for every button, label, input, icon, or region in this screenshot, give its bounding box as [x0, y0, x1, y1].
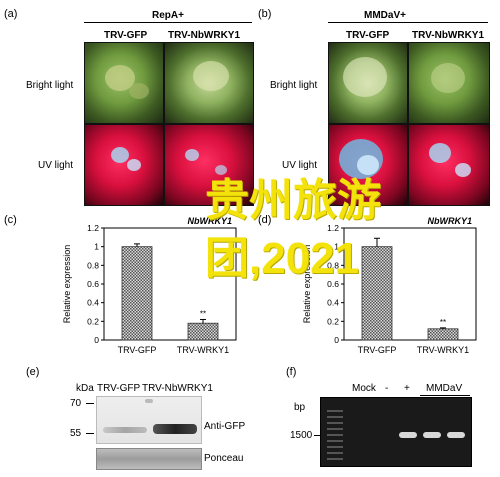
chart-c-title: NbWRKY1: [188, 216, 233, 226]
panel-e-ponceau-label: Ponceau: [204, 453, 244, 464]
chart-d-annot-1: **: [440, 318, 446, 327]
chart-c-ytick-label-2: 0.4: [87, 298, 99, 308]
chart-c-ytick-label-0: 0: [94, 335, 99, 345]
panel-f-mmdav: MMDaV: [426, 383, 463, 394]
marker-1500-tick: [314, 435, 320, 436]
panel-b-virus-line: [328, 22, 488, 23]
panel-e-marker-55: 55: [70, 428, 82, 439]
panel-e-anti-gfp-label: Anti-GFP: [204, 421, 246, 432]
chart-d-ytick-label-0: 0: [334, 335, 339, 345]
chart-c-annot-1: **: [200, 309, 206, 318]
overlay-watermark-text: 贵州旅游团,2021: [205, 176, 381, 283]
panel-label-c: (c): [4, 214, 17, 226]
panel-label-a: (a): [4, 8, 18, 20]
chart-d-ylabel: Relative expression: [302, 245, 312, 324]
leaf-photo-b-uv-wrky1: [408, 124, 490, 206]
panel-f-mmdav-line: [420, 395, 470, 396]
chart-c-ytick-label-1: 0.2: [87, 316, 99, 326]
gel-band-2: [423, 432, 441, 438]
chart-d-xlabel-1: TRV-WRKY1: [417, 345, 469, 355]
panel-a-row-bright: Bright light: [26, 80, 74, 91]
panel-e-kda: kDa: [76, 383, 94, 394]
chart-d-xlabel-0: TRV-GFP: [358, 345, 397, 355]
panel-b-row-bright: Bright light: [270, 80, 318, 91]
leaf-photo-a-bright-wrky1: [164, 42, 254, 124]
panel-f-mock: Mock: [352, 383, 376, 394]
chart-d-ytick-label-4: 0.8: [327, 260, 339, 270]
leaf-photo-b-uv-gfp: [328, 124, 408, 206]
chart-c-bar-1: [187, 322, 219, 341]
panel-e-marker-70: 70: [70, 398, 82, 409]
panel-a-virus: RepA+: [152, 10, 184, 21]
chart-d-bar-0: [361, 246, 393, 341]
panel-f-minus: -: [385, 383, 389, 394]
panel-e-col-gfp: TRV-GFP: [97, 383, 141, 394]
panel-label-e: (e): [26, 366, 40, 378]
gel-band-1: [399, 432, 417, 438]
panel-b-col-gfp: TRV-GFP: [346, 30, 390, 41]
panel-f-marker-1500: 1500: [290, 430, 313, 441]
western-blot-anti-gfp: [96, 396, 202, 444]
leaf-photo-a-bright-gfp: [84, 42, 164, 124]
panel-f-plus: +: [404, 383, 410, 394]
chart-d-ytick-label-3: 0.6: [327, 279, 339, 289]
leaf-photo-b-bright-wrky1: [408, 42, 490, 124]
panel-b-row-uv: UV light: [282, 160, 318, 171]
chart-c-xlabel-1: TRV-WRKY1: [177, 345, 229, 355]
leaf-photo-a-uv-wrky1: [164, 124, 254, 206]
marker-55-tick: [86, 433, 94, 434]
chart-c-bar-0: [121, 246, 153, 341]
gel-ladder: [327, 406, 343, 462]
agarose-gel: [320, 397, 472, 467]
panel-a-col-gfp: TRV-GFP: [104, 30, 148, 41]
panel-label-d: (d): [258, 214, 272, 226]
panel-a-virus-line: [84, 22, 252, 23]
panel-b-virus: MMDaV+: [364, 10, 406, 21]
panel-label-f: (f): [286, 366, 297, 378]
panel-a-row-uv: UV light: [38, 160, 74, 171]
chart-d-ytick-label-2: 0.4: [327, 298, 339, 308]
marker-70-tick: [86, 403, 94, 404]
chart-c: NbWRKY1 0 0.2 0.4 0.6 0.8 1 1.2 Relative express…: [62, 216, 237, 355]
panel-b-col-wrky1: TRV-NbWRKY1: [412, 30, 485, 41]
chart-c-ytick-label-4: 0.8: [87, 260, 99, 270]
ponceau-stain: [96, 448, 202, 470]
chart-c-ylabel: Relative expression: [62, 245, 72, 324]
chart-d-ytick-label-5: 1: [334, 242, 339, 252]
chart-c-ytick-label-5: 1: [94, 242, 99, 252]
panel-a-col-wrky1: TRV-NbWRKY1: [168, 30, 241, 41]
chart-d-ytick-label-6: 1.2: [327, 223, 339, 233]
chart-c-xlabel-0: TRV-GFP: [118, 345, 157, 355]
chart-d-title: NbWRKY1: [428, 216, 473, 226]
gel-band-3: [447, 432, 465, 438]
panel-e-col-wrky1: TRV-NbWRKY1: [142, 383, 213, 394]
panel-f-bp: bp: [294, 402, 306, 413]
chart-d: NbWRKY1 0 0.2 0.4 0.6 0.8 1 1.2 Relative express…: [302, 216, 477, 355]
chart-d-bar-1: [427, 328, 459, 341]
chart-d-ytick-label-1: 0.2: [327, 316, 339, 326]
panel-label-b: (b): [258, 8, 272, 20]
leaf-photo-a-uv-gfp: [84, 124, 164, 206]
chart-c-ytick-label-6: 1.2: [87, 223, 99, 233]
leaf-photo-b-bright-gfp: [328, 42, 408, 124]
chart-c-ytick-label-3: 0.6: [87, 279, 99, 289]
